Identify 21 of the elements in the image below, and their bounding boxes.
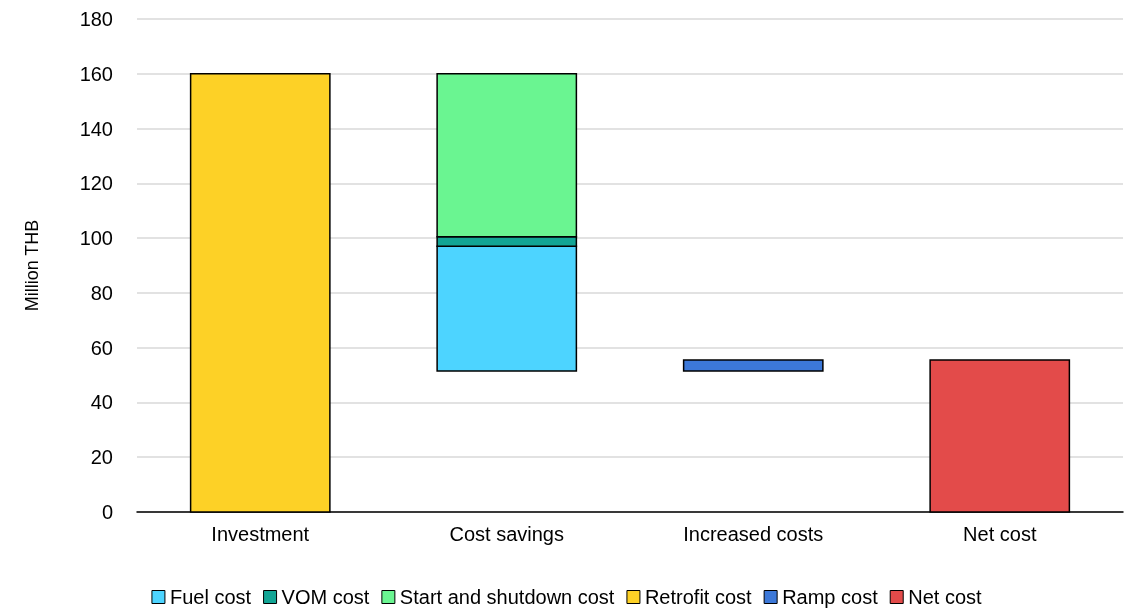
y-tick-label: 40 <box>90 391 113 414</box>
y-tick-label: 0 <box>101 501 113 523</box>
y-tick-label: 100 <box>79 227 113 250</box>
y-tick-label: 160 <box>79 62 113 85</box>
legend-label: Retrofit cost <box>644 586 753 608</box>
y-tick-label: 60 <box>90 336 113 359</box>
legend-label: Net cost <box>908 586 983 608</box>
y-tick-label: 20 <box>90 446 113 469</box>
y-tick-label: 120 <box>79 172 113 195</box>
x-tick-label: Increased costs <box>683 523 824 545</box>
legend-label: Ramp cost <box>782 586 879 608</box>
legend-label: Fuel cost <box>169 586 252 608</box>
x-tick-label: Net cost <box>963 523 1037 545</box>
x-tick-label: Cost savings <box>449 523 564 545</box>
x-tick-label: Investment <box>211 523 310 545</box>
legend-label: VOM cost <box>281 586 370 608</box>
legend-label: Start and shutdown cost <box>399 586 615 608</box>
y-tick-label: 80 <box>90 281 113 304</box>
y-axis-title: Million THB <box>22 219 42 312</box>
y-tick-label: 180 <box>79 8 113 30</box>
y-tick-label: 140 <box>79 117 113 140</box>
